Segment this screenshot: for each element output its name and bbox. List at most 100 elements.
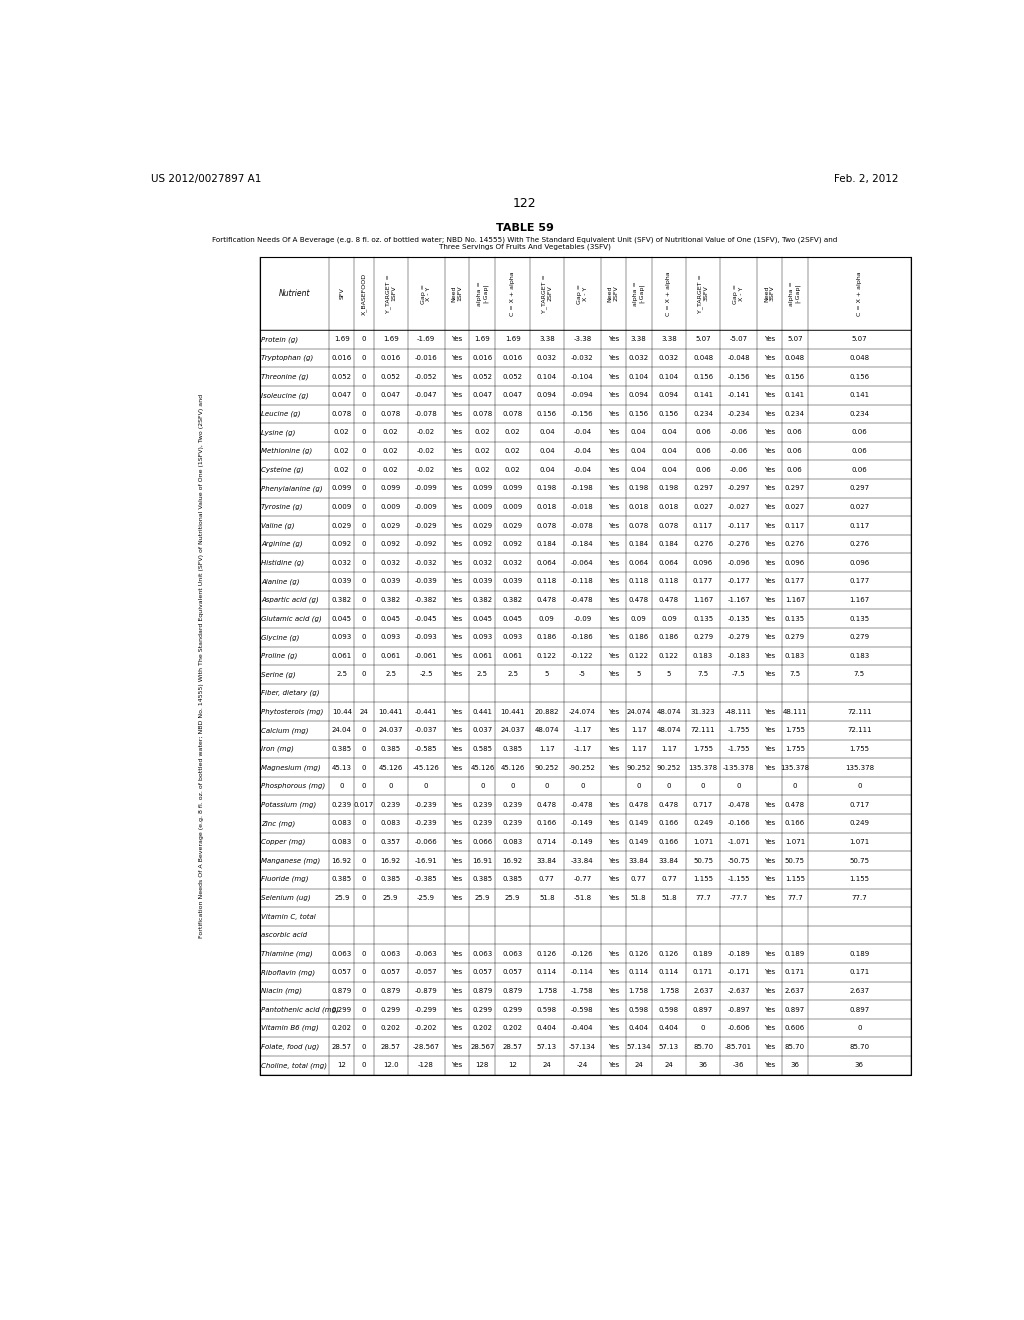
Text: 0.276: 0.276 xyxy=(849,541,869,548)
Text: 50.75: 50.75 xyxy=(693,858,713,863)
Text: -28.567: -28.567 xyxy=(413,1044,439,1049)
Text: Yes: Yes xyxy=(607,840,618,845)
Text: 24: 24 xyxy=(543,1063,551,1068)
Text: 0.02: 0.02 xyxy=(383,467,398,473)
Text: 0.879: 0.879 xyxy=(332,987,352,994)
Text: 0.016: 0.016 xyxy=(381,355,400,362)
Text: -0.135: -0.135 xyxy=(727,615,750,622)
Text: 0.078: 0.078 xyxy=(537,523,557,528)
Text: 0.039: 0.039 xyxy=(472,578,493,585)
Text: 0.027: 0.027 xyxy=(784,504,805,510)
Text: Yes: Yes xyxy=(452,467,463,473)
Text: Yes: Yes xyxy=(452,392,463,399)
Text: -0.094: -0.094 xyxy=(571,392,594,399)
Text: Selenium (ug): Selenium (ug) xyxy=(261,895,311,902)
Text: Yes: Yes xyxy=(764,858,775,863)
Text: 5: 5 xyxy=(637,672,641,677)
Text: 0.135: 0.135 xyxy=(693,615,713,622)
Text: Yes: Yes xyxy=(452,858,463,863)
Text: 28.57: 28.57 xyxy=(381,1044,400,1049)
Text: Yes: Yes xyxy=(607,969,618,975)
Text: 0: 0 xyxy=(793,783,797,789)
Text: 12.0: 12.0 xyxy=(383,1063,398,1068)
Text: 0.234: 0.234 xyxy=(784,411,805,417)
Text: Yes: Yes xyxy=(764,950,775,957)
Text: -0.385: -0.385 xyxy=(415,876,437,882)
Text: Yes: Yes xyxy=(764,987,775,994)
Text: 16.92: 16.92 xyxy=(503,858,522,863)
Text: 0: 0 xyxy=(736,783,740,789)
Text: 0.478: 0.478 xyxy=(629,801,648,808)
Text: -0.009: -0.009 xyxy=(415,504,437,510)
Text: 0.77: 0.77 xyxy=(631,876,646,882)
Text: -1.155: -1.155 xyxy=(727,876,750,882)
Text: 1.69: 1.69 xyxy=(383,337,398,342)
Text: -36: -36 xyxy=(733,1063,744,1068)
Text: 0: 0 xyxy=(340,783,344,789)
Text: 0: 0 xyxy=(361,560,367,566)
Text: 2.5: 2.5 xyxy=(336,672,347,677)
Text: -0.016: -0.016 xyxy=(415,355,437,362)
Text: 0.099: 0.099 xyxy=(472,486,493,491)
Text: 0.09: 0.09 xyxy=(662,615,677,622)
Text: 0: 0 xyxy=(361,653,367,659)
Text: 0.279: 0.279 xyxy=(693,634,713,640)
Text: Yes: Yes xyxy=(764,840,775,845)
Text: -0.299: -0.299 xyxy=(415,1007,437,1012)
Text: Choline, total (mg): Choline, total (mg) xyxy=(261,1063,328,1069)
Text: Isoleucine (g): Isoleucine (g) xyxy=(261,392,309,399)
Text: 0.061: 0.061 xyxy=(332,653,352,659)
Text: 33.84: 33.84 xyxy=(629,858,648,863)
Text: 0.239: 0.239 xyxy=(472,801,493,808)
Text: 57.13: 57.13 xyxy=(537,1044,557,1049)
Text: 0.117: 0.117 xyxy=(784,523,805,528)
Text: 24.04: 24.04 xyxy=(332,727,351,734)
Text: Niacin (mg): Niacin (mg) xyxy=(261,987,302,994)
Text: 5.07: 5.07 xyxy=(852,337,867,342)
Text: 0.141: 0.141 xyxy=(784,392,805,399)
Text: -1.071: -1.071 xyxy=(727,840,750,845)
Text: 0.057: 0.057 xyxy=(332,969,352,975)
Text: 20.882: 20.882 xyxy=(535,709,559,714)
Text: 0.04: 0.04 xyxy=(662,467,677,473)
Text: Histidine (g): Histidine (g) xyxy=(261,560,304,566)
Text: 3.38: 3.38 xyxy=(662,337,677,342)
Text: -0.189: -0.189 xyxy=(727,950,750,957)
Text: 0.029: 0.029 xyxy=(332,523,352,528)
Text: -90.252: -90.252 xyxy=(569,764,596,771)
Text: 0.078: 0.078 xyxy=(332,411,352,417)
Text: -0.239: -0.239 xyxy=(415,801,437,808)
Text: 0.078: 0.078 xyxy=(629,523,649,528)
Text: 0.239: 0.239 xyxy=(472,821,493,826)
Text: 24: 24 xyxy=(665,1063,673,1068)
Text: Yes: Yes xyxy=(764,821,775,826)
Text: 0.064: 0.064 xyxy=(658,560,679,566)
Text: C = X + alpha: C = X + alpha xyxy=(510,271,515,315)
Text: 24.037: 24.037 xyxy=(378,727,402,734)
Text: 0.184: 0.184 xyxy=(658,541,679,548)
Text: 0.032: 0.032 xyxy=(537,355,557,362)
Text: Feb. 2, 2012: Feb. 2, 2012 xyxy=(834,174,898,185)
Text: 0.02: 0.02 xyxy=(474,447,490,454)
Text: -50.75: -50.75 xyxy=(727,858,750,863)
Text: 0.04: 0.04 xyxy=(662,429,677,436)
Text: -0.061: -0.061 xyxy=(415,653,437,659)
Text: Yes: Yes xyxy=(607,801,618,808)
Text: Yes: Yes xyxy=(452,1007,463,1012)
Text: 0.585: 0.585 xyxy=(472,746,493,752)
Text: 0: 0 xyxy=(361,950,367,957)
Text: -0.04: -0.04 xyxy=(573,447,592,454)
Text: 1.758: 1.758 xyxy=(658,987,679,994)
Text: 25.9: 25.9 xyxy=(383,895,398,900)
Text: 16.92: 16.92 xyxy=(381,858,400,863)
Text: 0.064: 0.064 xyxy=(537,560,557,566)
Text: -0.198: -0.198 xyxy=(571,486,594,491)
Text: 0: 0 xyxy=(700,783,706,789)
Text: -16.91: -16.91 xyxy=(415,858,437,863)
Text: Yes: Yes xyxy=(452,1044,463,1049)
Text: 0.099: 0.099 xyxy=(381,486,400,491)
Text: -0.066: -0.066 xyxy=(415,840,437,845)
Text: 0.189: 0.189 xyxy=(849,950,869,957)
Text: -2.637: -2.637 xyxy=(727,987,750,994)
Text: Need
1SFV: Need 1SFV xyxy=(452,285,463,302)
